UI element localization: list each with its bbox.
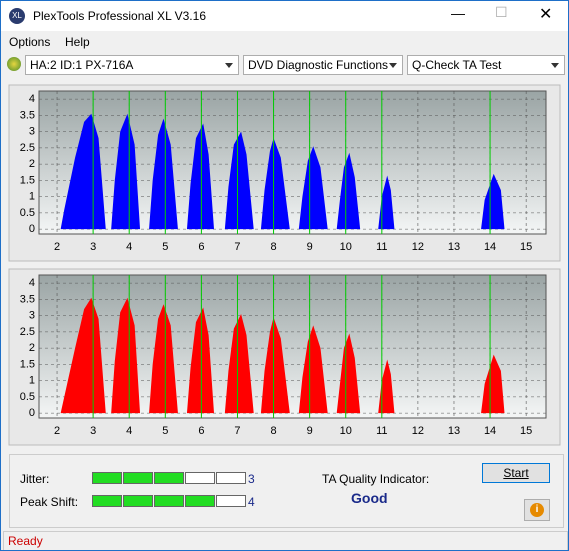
level-segment	[123, 495, 153, 507]
level-segment	[185, 495, 215, 507]
level-segment	[123, 472, 153, 484]
jitter-value: 3	[248, 472, 255, 486]
jitter-bar	[92, 472, 252, 484]
y-tick-label: 1	[29, 375, 35, 387]
peak-label: Peak Shift:	[20, 495, 79, 509]
x-tick-label: 12	[412, 241, 424, 253]
x-tick-label: 10	[340, 425, 352, 437]
y-tick-label: 0.5	[20, 207, 35, 219]
y-tick-label: 0	[29, 407, 35, 419]
x-tick-label: 8	[270, 425, 276, 437]
x-tick-label: 6	[198, 241, 204, 253]
x-tick-label: 15	[520, 425, 532, 437]
level-segment	[92, 472, 122, 484]
y-tick-label: 1.5	[20, 358, 35, 370]
y-tick-label: 3	[29, 126, 35, 138]
maximize[interactable]: ☐	[495, 4, 508, 20]
title-bar: XL PlexTools Professional XL V3.16 — ☐ ✕	[1, 1, 568, 31]
x-tick-label: 9	[307, 425, 313, 437]
x-tick-label: 7	[234, 241, 240, 253]
test-select[interactable]: Q-Check TA Test	[407, 55, 565, 75]
x-tick-label: 9	[307, 241, 313, 253]
drive-select[interactable]: HA:2 ID:1 PX-716A	[25, 55, 239, 75]
y-tick-label: 1	[29, 191, 35, 203]
results-panel: Jitter: Peak Shift: 3 4 TA Quality Indic…	[9, 454, 564, 528]
y-tick-label: 3.5	[20, 293, 35, 305]
y-tick-label: 4	[29, 277, 35, 289]
x-tick-label: 2	[54, 241, 60, 253]
minimize[interactable]: —	[451, 5, 465, 21]
menu-item[interactable]: Options	[9, 35, 51, 49]
function-select[interactable]: DVD Diagnostic Functions	[243, 55, 403, 75]
y-tick-label: 4	[29, 93, 35, 105]
x-tick-label: 11	[376, 425, 387, 437]
charts: 00.511.522.533.542 3 4 5 6 7 8 9 10 11 12 13 14 1500.…	[8, 84, 561, 446]
start-button[interactable]: Start	[482, 463, 550, 483]
status-bar: Ready	[3, 531, 568, 550]
y-tick-label: 2	[29, 158, 35, 170]
window-title: PlexTools Professional XL V3.16	[33, 9, 206, 23]
x-tick-label: 15	[520, 241, 532, 253]
x-tick-label: 5	[162, 425, 168, 437]
x-tick-label: 4	[126, 425, 132, 437]
x-tick-label: 3	[90, 425, 96, 437]
x-tick-label: 10	[340, 241, 352, 253]
x-tick-label: 12	[412, 425, 424, 437]
x-tick-label: 13	[448, 425, 460, 437]
app-icon: XL	[9, 8, 25, 24]
x-tick-label: 2	[54, 425, 60, 437]
level-segment	[92, 495, 122, 507]
y-tick-label: 2	[29, 342, 35, 354]
y-tick-label: 2.5	[20, 326, 35, 338]
jitter-label: Jitter:	[20, 472, 50, 486]
close[interactable]: ✕	[539, 6, 553, 23]
y-tick-label: 1.5	[20, 174, 35, 186]
level-segment	[154, 472, 184, 484]
level-segment	[185, 472, 215, 484]
x-tick-label: 4	[126, 241, 132, 253]
x-tick-label: 5	[162, 241, 168, 253]
y-tick-label: 3.5	[20, 109, 35, 121]
y-tick-label: 2.5	[20, 142, 35, 154]
menu-item[interactable]: Help	[65, 35, 90, 49]
y-tick-label: 3	[29, 310, 35, 322]
x-tick-label: 11	[376, 241, 387, 253]
x-tick-label: 8	[270, 241, 276, 253]
level-segment	[216, 472, 246, 484]
info-button[interactable]: i	[524, 499, 550, 521]
x-tick-label: 7	[234, 425, 240, 437]
ta-label: TA Quality Indicator:	[322, 472, 430, 486]
peak-bar	[92, 495, 252, 507]
level-segment	[216, 495, 246, 507]
level-segment	[154, 495, 184, 507]
x-tick-label: 6	[198, 425, 204, 437]
x-tick-label: 14	[484, 241, 496, 253]
x-tick-label: 3	[90, 241, 96, 253]
y-tick-label: 0	[29, 223, 35, 235]
histogram-area	[60, 297, 505, 414]
peak-value: 4	[248, 495, 255, 509]
status-text: Ready	[8, 534, 43, 548]
drive-icon	[7, 57, 21, 71]
y-tick-label: 0.5	[20, 391, 35, 403]
ta-value: Good	[351, 490, 388, 506]
x-tick-label: 14	[484, 425, 496, 437]
histogram-area	[60, 113, 505, 230]
x-tick-label: 13	[448, 241, 460, 253]
